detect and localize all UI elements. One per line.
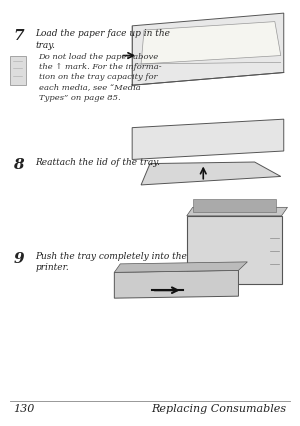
FancyBboxPatch shape [10, 56, 26, 86]
Polygon shape [141, 23, 281, 65]
FancyBboxPatch shape [187, 216, 282, 285]
Polygon shape [114, 271, 238, 299]
Polygon shape [132, 120, 284, 160]
Text: Do not load the paper above
the ↑ mark. For the informa-
tion on the tray capaci: Do not load the paper above the ↑ mark. … [38, 53, 161, 101]
Bar [193, 199, 276, 212]
Text: Load the paper face up in the
tray.: Load the paper face up in the tray. [36, 29, 171, 50]
Text: 8: 8 [13, 158, 24, 172]
Text: 9: 9 [13, 251, 24, 265]
Polygon shape [141, 163, 281, 185]
Polygon shape [187, 208, 287, 216]
Text: Reattach the lid of the tray.: Reattach the lid of the tray. [36, 158, 160, 167]
Polygon shape [132, 14, 284, 86]
Text: 130: 130 [13, 403, 35, 413]
Text: Push the tray completely into the
printer.: Push the tray completely into the printe… [36, 251, 188, 272]
Text: 7: 7 [13, 29, 24, 43]
Text: Replacing Consumables: Replacing Consumables [152, 403, 287, 413]
Polygon shape [114, 262, 248, 273]
